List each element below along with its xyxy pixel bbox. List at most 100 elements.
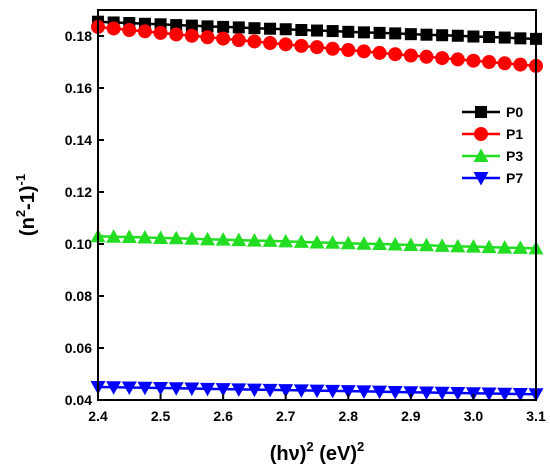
x-axis-title: (hν)2 (eV)2 <box>270 439 364 465</box>
y-tick-label: 0.04 <box>65 392 92 408</box>
data-point-p3 <box>481 239 497 254</box>
data-point-p1 <box>372 45 387 60</box>
data-point-p3 <box>434 238 450 252</box>
data-point-p0 <box>311 24 323 37</box>
data-point-p7 <box>372 385 388 400</box>
data-point-p3 <box>168 230 184 245</box>
data-point-p7 <box>231 383 247 397</box>
data-point-p0 <box>123 17 136 29</box>
data-point-p3 <box>153 230 169 245</box>
legend-label-p1: P1 <box>506 126 523 142</box>
data-point-p3 <box>106 229 122 243</box>
data-point-p1 <box>513 57 528 72</box>
legend-marker-p1 <box>474 127 488 141</box>
legend-marker-p7 <box>473 172 489 186</box>
data-point-p0 <box>498 31 511 44</box>
data-point-p7 <box>293 384 309 398</box>
data-point-p3 <box>450 238 466 253</box>
data-point-p0 <box>217 20 230 33</box>
data-point-p7 <box>325 384 341 399</box>
data-point-p3 <box>137 230 153 244</box>
data-point-p7 <box>419 386 434 400</box>
data-point-p1 <box>403 48 418 63</box>
data-point-p3 <box>356 236 372 250</box>
x-tick-label: 2.6 <box>213 408 233 424</box>
data-point-p1 <box>341 43 356 58</box>
y-tick-label: 0.16 <box>65 80 92 96</box>
data-point-p0 <box>264 22 277 35</box>
data-point-p0 <box>389 27 402 40</box>
x-tick-label: 2.7 <box>276 408 296 424</box>
data-point-p3 <box>262 233 278 247</box>
x-tick-label: 3.0 <box>464 408 484 424</box>
data-point-p7 <box>184 382 200 397</box>
data-point-p0 <box>357 26 370 39</box>
data-point-p7 <box>481 387 497 401</box>
data-point-p1 <box>231 33 246 48</box>
legend: P0 P1 P3 P7 <box>462 104 523 186</box>
data-point-p0 <box>232 21 245 34</box>
data-point-p3 <box>278 233 294 248</box>
x-tick-label: 2.8 <box>339 408 359 424</box>
data-point-p1 <box>482 55 497 69</box>
data-point-p7 <box>450 386 466 401</box>
data-point-p3 <box>419 237 434 252</box>
data-point-p1 <box>216 31 231 46</box>
data-point-p3 <box>121 229 137 243</box>
data-point-p0 <box>185 19 198 32</box>
data-point-p7 <box>168 382 184 396</box>
data-point-p1 <box>294 38 309 53</box>
data-point-p3 <box>512 240 528 254</box>
y-tick-label: 0.06 <box>65 340 92 356</box>
data-point-p1 <box>278 37 293 52</box>
data-point-p3 <box>246 233 262 247</box>
data-point-p7 <box>278 384 294 398</box>
data-point-p1 <box>247 34 262 49</box>
data-point-p1 <box>106 21 121 36</box>
ticks-layer: 2.4 2.5 2.6 2.7 2.8 2.9 3.0 3.1 0.04 0.06 0.08 0.10… <box>65 28 546 424</box>
data-point-p7 <box>137 381 153 396</box>
data-point-p7 <box>309 384 325 399</box>
data-point-p0 <box>451 29 464 42</box>
data-point-p3 <box>340 235 356 250</box>
data-point-p7 <box>387 385 403 400</box>
legend-marker-p0 <box>475 106 487 118</box>
data-point-p0 <box>420 28 433 41</box>
data-point-p1 <box>169 27 184 42</box>
x-tick-label: 2.9 <box>401 408 421 424</box>
data-point-p1 <box>200 30 215 45</box>
y-tick-label: 0.14 <box>65 132 92 148</box>
data-point-p3 <box>200 231 215 246</box>
data-point-p3 <box>293 234 309 248</box>
data-point-p7 <box>403 386 419 400</box>
y-tick-label: 0.18 <box>65 28 92 44</box>
data-point-p1 <box>310 40 324 55</box>
data-point-p7 <box>262 383 278 398</box>
data-point-p0 <box>248 22 261 35</box>
data-point-p0 <box>170 19 183 32</box>
data-point-p0 <box>373 26 386 39</box>
data-point-p1 <box>466 53 481 68</box>
data-point-p1 <box>356 44 371 59</box>
data-point-p7 <box>356 385 372 399</box>
data-point-p1 <box>263 36 278 51</box>
data-point-p0 <box>295 24 308 37</box>
data-point-p7 <box>512 388 528 402</box>
data-point-p3 <box>497 240 513 254</box>
data-point-p0 <box>279 23 292 36</box>
y-tick-label: 0.12 <box>65 184 92 200</box>
data-point-p0 <box>342 25 355 38</box>
data-point-p1 <box>497 56 512 71</box>
data-point-p7 <box>434 386 450 401</box>
legend-label-p3: P3 <box>506 148 523 164</box>
plot-frame <box>97 9 537 401</box>
data-point-p7 <box>340 385 356 399</box>
data-point-p1 <box>184 28 199 43</box>
data-point-p1 <box>450 52 465 67</box>
y-tick-label: 0.10 <box>65 236 92 252</box>
data-point-p3 <box>372 236 388 250</box>
legend-label-p7: P7 <box>506 170 523 186</box>
legend-label-p0: P0 <box>506 104 523 120</box>
legend-marker-p3 <box>473 148 489 162</box>
